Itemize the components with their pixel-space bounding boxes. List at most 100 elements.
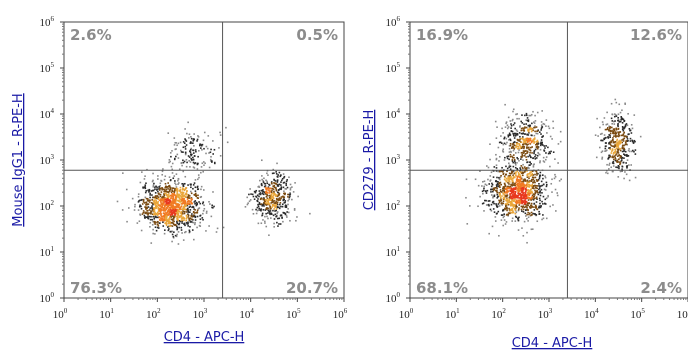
event-point — [181, 220, 183, 223]
event-point — [192, 166, 195, 168]
event-point — [167, 195, 169, 198]
event-point — [496, 190, 498, 193]
event-point — [525, 158, 528, 161]
event-point — [280, 205, 282, 208]
event-point — [251, 193, 254, 196]
event-point — [185, 211, 188, 213]
event-point — [185, 214, 188, 217]
event-point — [175, 194, 178, 196]
event-point — [531, 205, 533, 208]
event-point — [151, 213, 154, 216]
event-point — [525, 146, 528, 148]
event-point — [176, 225, 178, 228]
event-point — [518, 183, 521, 185]
event-point — [168, 206, 171, 209]
event-point — [624, 135, 627, 137]
y-tick-label: 105 — [40, 61, 55, 75]
event-point — [197, 136, 200, 138]
event-point — [206, 147, 209, 150]
event-point — [280, 197, 282, 200]
event-point — [262, 190, 264, 193]
event-point — [535, 201, 538, 203]
event-point — [280, 196, 283, 198]
quadrant-lower-right-percent: 2.4% — [640, 279, 682, 297]
event-point — [169, 220, 171, 223]
event-point — [611, 120, 614, 122]
event-point — [165, 186, 168, 189]
event-point — [161, 187, 164, 190]
event-point — [189, 161, 192, 163]
event-point — [510, 191, 513, 194]
event-point — [498, 176, 500, 179]
event-point — [162, 225, 165, 227]
event-point — [501, 214, 504, 216]
event-point — [620, 116, 623, 118]
event-point — [496, 212, 498, 215]
y-axis-title[interactable]: Mouse IgG1 - R-PE-H — [11, 93, 26, 226]
event-point — [281, 177, 284, 180]
event-point — [278, 193, 280, 196]
event-point — [532, 193, 535, 195]
event-point — [163, 207, 165, 209]
x-axis-title[interactable]: CD4 - APC-H — [512, 336, 593, 350]
event-point — [154, 203, 156, 206]
event-point — [180, 215, 183, 218]
y-axis-title[interactable]: CD279 - R-PE-H — [362, 110, 377, 211]
event-point — [137, 209, 140, 211]
event-point — [174, 141, 177, 144]
event-point — [186, 161, 188, 164]
event-point — [134, 205, 136, 208]
event-point — [524, 195, 527, 198]
event-point — [194, 179, 197, 181]
event-point — [629, 129, 631, 132]
event-point — [249, 188, 251, 190]
event-point — [623, 150, 625, 153]
event-point — [276, 212, 279, 215]
event-point — [513, 184, 515, 186]
event-point — [511, 119, 514, 122]
event-point — [270, 202, 273, 204]
event-point — [494, 120, 497, 123]
event-point — [504, 126, 507, 128]
event-point — [258, 203, 261, 205]
event-point — [623, 137, 626, 140]
event-point — [276, 221, 278, 224]
event-point — [524, 178, 526, 181]
x-axis-title[interactable]: CD4 - APC-H — [164, 330, 245, 345]
event-point — [178, 168, 181, 171]
event-point — [197, 197, 199, 199]
event-point — [127, 207, 130, 209]
event-point — [547, 194, 549, 197]
event-point — [620, 134, 623, 137]
event-point — [534, 125, 536, 127]
event-point — [152, 232, 154, 235]
event-point — [547, 195, 549, 198]
event-point — [605, 150, 607, 152]
event-point — [465, 196, 467, 199]
event-point — [532, 139, 534, 142]
event-point — [264, 209, 267, 211]
event-point — [267, 212, 269, 214]
event-point — [276, 185, 279, 187]
event-point — [196, 226, 198, 229]
event-point — [525, 209, 527, 211]
event-point — [190, 215, 193, 218]
event-point — [266, 203, 268, 206]
event-point — [503, 178, 506, 181]
event-point — [265, 204, 268, 206]
event-point — [516, 185, 519, 187]
event-point — [153, 221, 156, 224]
event-point — [196, 168, 199, 170]
event-point — [165, 199, 167, 202]
event-point — [509, 153, 512, 156]
event-point — [175, 195, 177, 198]
event-point — [518, 188, 520, 190]
event-point — [518, 159, 520, 162]
event-point — [520, 132, 523, 135]
event-point — [523, 186, 526, 189]
event-point — [631, 139, 634, 142]
event-point — [526, 170, 528, 172]
event-point — [525, 184, 527, 187]
event-point — [197, 178, 199, 181]
event-point — [512, 189, 514, 192]
